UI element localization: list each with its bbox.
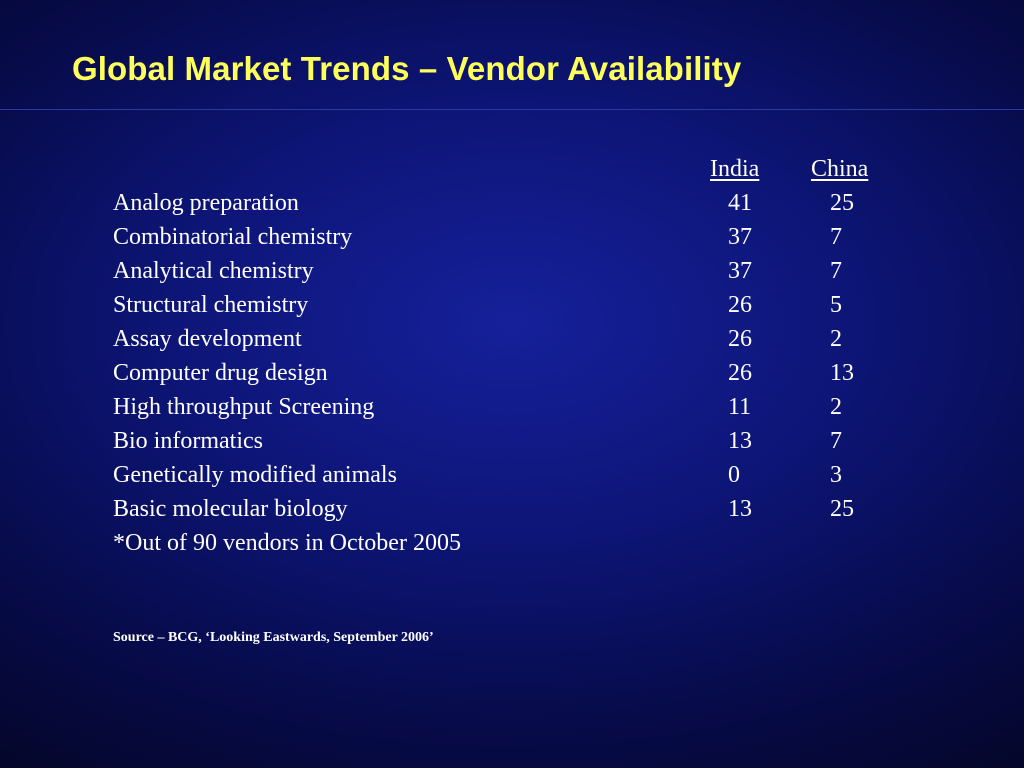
row-label: Combinatorial chemistry (113, 224, 353, 250)
row-value-china: 25 (830, 496, 854, 522)
row-value-china: 5 (830, 292, 842, 318)
row-value-india: 37 (728, 258, 752, 284)
row-value-india: 26 (728, 326, 752, 352)
source-citation: Source – BCG, ‘Looking Eastwards, Septem… (113, 630, 434, 645)
row-label: Assay development (113, 326, 302, 352)
title-divider (0, 109, 1024, 110)
row-value-china: 2 (830, 326, 842, 352)
row-value-china: 3 (830, 462, 842, 488)
row-label: Analog preparation (113, 190, 299, 216)
row-value-china: 7 (830, 428, 842, 454)
row-value-china: 2 (830, 394, 842, 420)
row-value-india: 26 (728, 360, 752, 386)
column-header-india: India (710, 156, 760, 182)
row-value-india: 11 (728, 394, 752, 420)
row-label: Genetically modified animals (113, 462, 397, 488)
row-label: Bio informatics (113, 428, 263, 454)
slide-title: Global Market Trends – Vendor Availabili… (72, 50, 742, 87)
row-value-india: 26 (728, 292, 752, 318)
row-value-china: 7 (830, 224, 842, 250)
row-value-india: 13 (728, 428, 752, 454)
footnote: *Out of 90 vendors in October 2005 (113, 530, 461, 556)
row-label: High throughput Screening (113, 394, 375, 420)
row-value-india: 0 (728, 462, 740, 488)
row-label: Computer drug design (113, 360, 328, 386)
row-value-china: 7 (830, 258, 842, 284)
row-value-china: 25 (830, 190, 854, 216)
row-label: Analytical chemistry (113, 258, 314, 284)
row-value-india: 13 (728, 496, 752, 522)
row-label: Structural chemistry (113, 292, 309, 318)
row-value-china: 13 (830, 360, 854, 386)
column-header-china: China (811, 156, 869, 182)
row-label: Basic molecular biology (113, 496, 348, 522)
row-value-india: 41 (728, 190, 752, 216)
row-value-india: 37 (728, 224, 752, 250)
